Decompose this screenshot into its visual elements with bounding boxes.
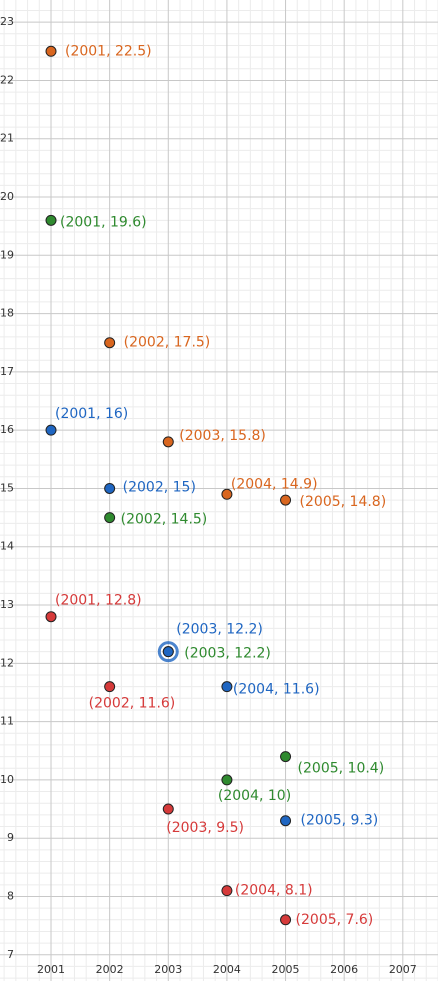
point-label: (2004, 10) xyxy=(218,788,291,804)
point xyxy=(221,488,233,500)
point xyxy=(162,646,174,658)
point xyxy=(45,611,57,623)
point-label: (2004, 14.9) xyxy=(231,476,318,492)
point-label: (2003, 12.2) xyxy=(176,622,263,638)
y-tick-label: 14 xyxy=(0,540,14,553)
point-label: (2003, 15.8) xyxy=(179,428,266,444)
point-label: (2004, 8.1) xyxy=(235,883,313,899)
point-label: (2001, 12.8) xyxy=(55,593,142,609)
point-label: (2005, 7.6) xyxy=(296,912,374,928)
point-label: (2002, 14.5) xyxy=(121,512,208,528)
point xyxy=(221,774,233,786)
point xyxy=(104,512,116,524)
y-tick-label: 17 xyxy=(0,365,14,378)
point-label: (2005, 10.4) xyxy=(298,761,385,777)
point xyxy=(104,337,116,349)
x-tick-label: 2001 xyxy=(37,963,65,976)
selection-ring xyxy=(157,641,179,663)
y-tick-label: 8 xyxy=(7,889,14,902)
point-label: (2005, 9.3) xyxy=(301,813,379,829)
point-label: (2004, 11.6) xyxy=(233,682,320,698)
point xyxy=(280,494,292,506)
point xyxy=(162,803,174,815)
point-label: (2002, 11.6) xyxy=(89,696,176,712)
point xyxy=(221,885,233,897)
point-label: (2002, 17.5) xyxy=(124,335,211,351)
y-tick-label: 12 xyxy=(0,656,14,669)
point-label: (2001, 19.6) xyxy=(60,214,147,230)
y-tick-label: 16 xyxy=(0,423,14,436)
point xyxy=(104,681,116,693)
y-tick-label: 9 xyxy=(7,831,14,844)
point xyxy=(45,45,57,57)
y-tick-label: 13 xyxy=(0,598,14,611)
point xyxy=(162,436,174,448)
y-tick-label: 18 xyxy=(0,307,14,320)
x-tick-label: 2007 xyxy=(389,963,417,976)
point xyxy=(104,482,116,494)
y-tick-label: 7 xyxy=(7,948,14,961)
point xyxy=(280,914,292,926)
point-label: (2002, 15) xyxy=(123,479,196,495)
y-tick-label: 20 xyxy=(0,190,14,203)
y-tick-label: 21 xyxy=(0,132,14,145)
y-tick-label: 10 xyxy=(0,773,14,786)
x-tick-label: 2004 xyxy=(213,963,241,976)
y-tick-label: 23 xyxy=(0,15,14,28)
x-tick-label: 2005 xyxy=(272,963,300,976)
point-label: (2003, 12.2) xyxy=(184,646,271,662)
point-label: (2001, 16) xyxy=(55,406,128,422)
y-tick-label: 19 xyxy=(0,248,14,261)
point-label: (2001, 22.5) xyxy=(65,43,152,59)
point-label: (2003, 9.5) xyxy=(166,820,244,836)
point xyxy=(45,214,57,226)
y-tick-label: 15 xyxy=(0,481,14,494)
point xyxy=(280,815,292,827)
x-tick-label: 2002 xyxy=(96,963,124,976)
point xyxy=(280,751,292,763)
point xyxy=(45,424,57,436)
y-tick-label: 11 xyxy=(0,715,14,728)
x-tick-label: 2003 xyxy=(154,963,182,976)
point-label: (2005, 14.8) xyxy=(300,494,387,510)
point xyxy=(221,681,233,693)
y-tick-label: 22 xyxy=(0,73,14,86)
x-tick-label: 2006 xyxy=(330,963,358,976)
